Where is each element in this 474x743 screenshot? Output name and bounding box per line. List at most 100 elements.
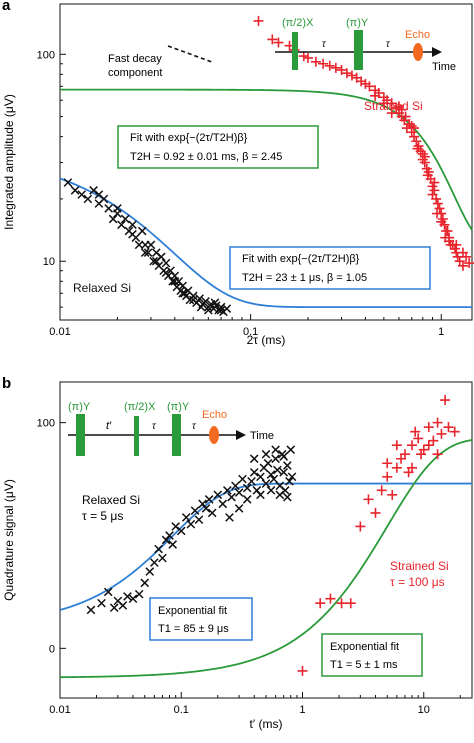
panel-a-point-relaxed-si — [196, 302, 206, 312]
panel-a-point-relaxed-si — [201, 297, 210, 306]
panel-b-point-relaxed-si — [261, 449, 271, 459]
panel-b-x-tick-label: 10 — [418, 704, 430, 716]
panel-a-point-strained-si — [409, 131, 420, 142]
panel-b-point-relaxed-si — [123, 592, 132, 601]
tau-b1-label: τ — [152, 421, 157, 432]
panel-a-points — [63, 15, 474, 317]
panel-a: 0.01 0.1 1 10 100 Fast decay component Strai… — [2, 3, 474, 347]
panel-a-fit-curve-0 — [60, 88, 473, 231]
panel-a-point-strained-si — [386, 108, 397, 119]
panel-a-point-strained-si — [452, 251, 463, 262]
panel-b-point-relaxed-si — [198, 499, 207, 509]
panel-b-y-tick-label: 0 — [49, 643, 55, 655]
panel-a-point-strained-si — [406, 121, 417, 132]
panel-b-point-relaxed-si — [234, 504, 244, 513]
panel-b-point-strained-si — [428, 435, 439, 446]
panel-b-point-relaxed-si — [263, 458, 273, 468]
panel-a-point-strained-si — [253, 15, 264, 26]
panel-b-point-strained-si — [436, 428, 447, 439]
pulse-b1-label: (π)Y — [68, 401, 91, 413]
panel-b-x-tick-label: 0.1 — [174, 704, 189, 716]
echo-label-b: Echo — [202, 409, 227, 421]
panel-b-point-relaxed-si — [165, 531, 174, 540]
panel-a-point-strained-si — [431, 208, 442, 219]
panel-b-point-relaxed-si — [186, 519, 196, 529]
panel-a-point-strained-si — [457, 247, 468, 258]
strained-si-label-b-line2: τ = 100 μs — [390, 575, 445, 589]
panel-b-point-relaxed-si — [176, 526, 186, 536]
pulse-sequence-b: (π)Y (π/2)X (π)Y t′ τ τ Echo Time — [68, 401, 274, 456]
panel-b-point-strained-si — [355, 521, 366, 532]
panel-a-point-strained-si — [412, 143, 423, 154]
panel-b-point-relaxed-si — [269, 474, 279, 484]
panel-a-point-strained-si — [422, 170, 433, 181]
panel-a-x-tick-label: 1 — [438, 326, 444, 338]
panel-b-x-tick-label: 0.01 — [49, 704, 70, 716]
panel-a-point-relaxed-si — [143, 248, 153, 257]
fast-decay-label-line2: component — [108, 67, 162, 79]
panel-b-point-strained-si — [406, 462, 417, 473]
panel-a-point-relaxed-si — [178, 288, 187, 298]
panel-a-point-strained-si — [442, 225, 453, 236]
panel-a-point-strained-si — [396, 104, 407, 115]
panel-b-point-relaxed-si — [150, 558, 159, 567]
panel-a-point-relaxed-si — [117, 220, 126, 230]
panel-b-point-relaxed-si — [279, 452, 289, 461]
panel-a-point-relaxed-si — [108, 214, 118, 224]
panel-b-point-strained-si — [315, 598, 326, 609]
panel-b-point-relaxed-si — [242, 495, 252, 504]
panel-a-point-strained-si — [427, 189, 438, 200]
panel-a-point-strained-si — [434, 203, 445, 214]
panel-b-point-strained-si — [440, 395, 451, 406]
panel-a-point-relaxed-si — [222, 304, 232, 313]
panel-b-point-strained-si — [423, 422, 434, 433]
panel-b-point-relaxed-si — [128, 594, 138, 604]
panel-b-point-strained-si — [382, 471, 393, 482]
echo-marker-b — [209, 426, 219, 444]
panel-a-point-strained-si — [411, 136, 422, 147]
panel-b-fit-curve-1 — [59, 439, 473, 679]
pulse-b3 — [172, 414, 181, 456]
panel-a-point-relaxed-si — [128, 220, 137, 230]
panel-b-point-relaxed-si — [275, 490, 285, 500]
panel-a-point-relaxed-si — [161, 258, 171, 268]
panel-a-point-relaxed-si — [188, 295, 198, 305]
panel-b-point-relaxed-si — [223, 486, 232, 495]
pulse-b2 — [134, 416, 139, 456]
panel-a-point-strained-si — [356, 76, 367, 87]
panel-a-point-relaxed-si — [146, 240, 156, 250]
panel-a-point-strained-si — [451, 239, 462, 250]
panel-b-point-relaxed-si — [279, 467, 289, 477]
tau-a2-label: τ — [386, 39, 391, 50]
panel-a-point-relaxed-si — [120, 214, 130, 224]
panel-b-y-tick-label: 100 — [37, 418, 55, 430]
fit-box-relaxed-b-line1: Exponential fit — [158, 605, 227, 617]
panel-b-point-relaxed-si — [218, 499, 228, 509]
fit-box-strained-a-line2: T2H = 0.92 ± 0.01 ms, β = 2.45 — [130, 151, 282, 163]
panel-b-point-relaxed-si — [261, 479, 271, 488]
panel-b-point-strained-si — [423, 440, 434, 451]
panel-b-point-strained-si — [413, 433, 424, 444]
panel-b-point-relaxed-si — [286, 445, 296, 455]
panel-a-point-strained-si — [464, 258, 474, 269]
panel-b-points — [86, 395, 460, 676]
panel-b-point-strained-si — [382, 458, 393, 469]
panel-a-point-strained-si — [432, 198, 443, 209]
panel-a-x-tick-label: 0.01 — [49, 326, 70, 338]
x-axis-label-b: t′ (ms) — [250, 717, 283, 731]
panel-b-point-strained-si — [416, 449, 427, 460]
tau-a1-label: τ — [322, 39, 327, 50]
panel-b-point-strained-si — [391, 462, 402, 473]
y-axis-label-a: Integrated amplitude (μV) — [2, 94, 16, 230]
panel-b-point-relaxed-si — [213, 490, 223, 500]
panel-a-point-strained-si — [419, 151, 430, 162]
panel-a-point-relaxed-si — [137, 226, 147, 236]
panel-b-point-relaxed-si — [204, 495, 214, 504]
panel-b-point-relaxed-si — [287, 472, 297, 482]
pulse-a1 — [292, 32, 298, 70]
panel-b-point-strained-si — [443, 422, 454, 433]
panel-b-point-relaxed-si — [158, 553, 167, 563]
panel-b-point-relaxed-si — [145, 567, 155, 576]
fast-decay-dashed-line — [167, 45, 213, 63]
